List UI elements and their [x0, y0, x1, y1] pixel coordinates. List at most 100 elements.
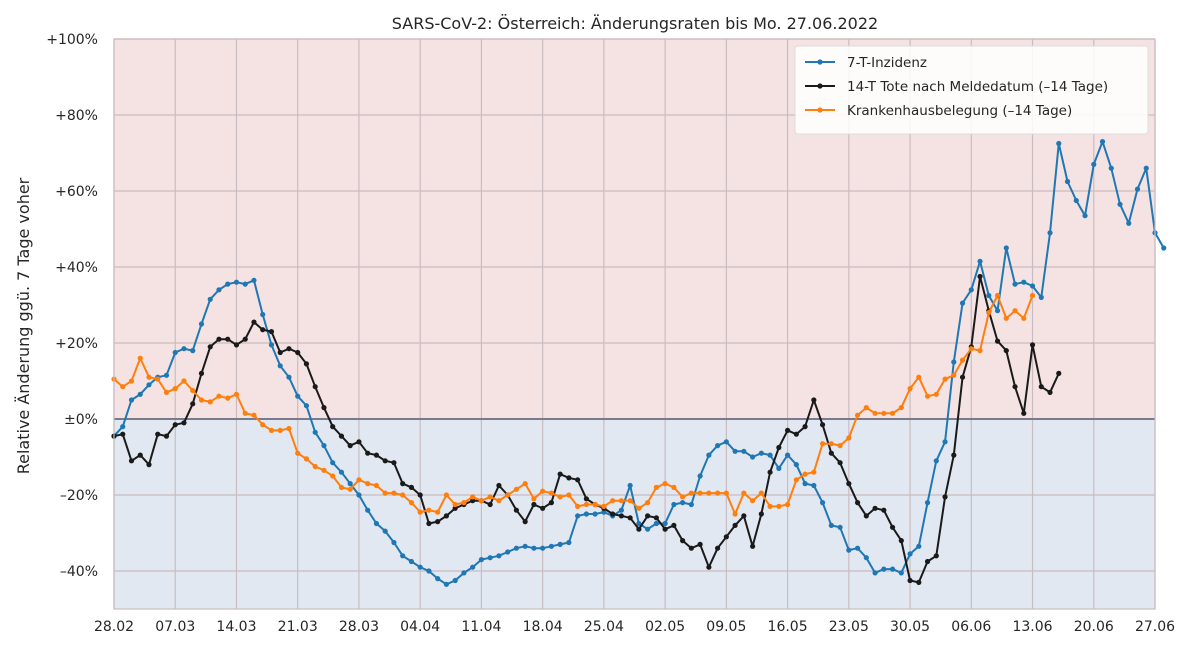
data-point [1038, 384, 1044, 390]
data-point [540, 488, 546, 494]
data-point [312, 463, 318, 470]
data-point [356, 439, 362, 445]
data-point [959, 374, 966, 380]
data-point [732, 448, 738, 454]
data-point [487, 494, 493, 500]
data-point [1047, 389, 1053, 395]
data-point [417, 492, 423, 498]
x-tick-label: 18.04 [523, 619, 563, 635]
data-point [242, 281, 248, 287]
data-point [986, 310, 992, 316]
data-point [776, 444, 782, 451]
data-point [767, 469, 773, 475]
plot-frame [113, 38, 1156, 610]
data-point [819, 422, 826, 428]
data-point [303, 361, 310, 367]
y-tick-label: +100% [46, 32, 98, 48]
x-tick-label: 16.05 [768, 619, 808, 635]
data-point [417, 509, 423, 515]
data-point [636, 526, 642, 532]
data-point [1012, 308, 1018, 314]
data-point [898, 538, 904, 544]
data-point [776, 465, 782, 471]
data-point [207, 296, 213, 302]
data-point [575, 513, 581, 519]
data-point [251, 319, 257, 325]
data-point [330, 473, 336, 479]
data-point [680, 538, 686, 544]
data-point [837, 460, 843, 466]
data-point [732, 511, 738, 517]
data-point [146, 382, 152, 388]
data-point [819, 441, 826, 447]
data-point [277, 363, 283, 369]
data-point [1021, 410, 1027, 416]
data-point [225, 281, 231, 287]
data-point [819, 500, 826, 506]
legend-marker [817, 107, 823, 113]
data-point [828, 522, 834, 529]
data-point [373, 520, 380, 527]
data-point [1012, 384, 1018, 390]
data-point [776, 503, 782, 509]
data-point [470, 498, 476, 504]
data-point [907, 577, 913, 584]
data-point [846, 481, 852, 487]
data-point [986, 292, 992, 299]
data-point [618, 507, 624, 513]
data-point [863, 405, 869, 411]
data-point [120, 431, 126, 437]
data-point [723, 490, 729, 496]
data-point [706, 564, 712, 570]
data-point [365, 481, 371, 487]
data-point [242, 410, 248, 416]
data-point [487, 555, 493, 561]
data-point [706, 452, 712, 458]
data-point [505, 492, 511, 498]
data-point [723, 439, 729, 445]
data-point [452, 577, 458, 584]
data-point [618, 498, 624, 504]
data-point [295, 349, 301, 356]
data-point [601, 503, 607, 509]
data-point [680, 494, 686, 500]
data-point [898, 570, 904, 576]
data-point [1082, 213, 1088, 219]
data-point [531, 501, 537, 508]
data-point [513, 507, 520, 513]
data-point [645, 500, 651, 506]
x-tick-label: 14.03 [216, 619, 256, 635]
data-point [496, 482, 502, 489]
data-point [566, 492, 572, 498]
data-point [872, 505, 878, 511]
data-point [907, 551, 913, 557]
data-point [330, 424, 336, 430]
data-point [417, 564, 423, 570]
data-point [1012, 281, 1018, 287]
x-tick-label: 20.06 [1074, 619, 1114, 635]
data-point [461, 570, 467, 576]
data-point [592, 511, 598, 517]
data-point [846, 547, 852, 553]
data-point [260, 422, 266, 428]
data-point [461, 500, 467, 506]
data-point [557, 541, 563, 548]
data-point [968, 287, 974, 293]
data-point [268, 427, 275, 433]
data-point [452, 505, 458, 511]
data-point [793, 431, 799, 437]
data-point [881, 566, 887, 572]
data-point [540, 505, 546, 511]
data-point [513, 486, 520, 492]
data-point [120, 384, 126, 390]
data-point [198, 370, 205, 376]
data-point [321, 405, 327, 411]
series-lines [111, 139, 1167, 587]
data-point [697, 490, 703, 496]
legend-label: 7-T-Inzidenz [847, 55, 927, 71]
data-point [443, 581, 450, 587]
data-point [583, 496, 589, 502]
data-point [233, 391, 240, 397]
data-point [391, 490, 397, 496]
data-point [356, 477, 362, 483]
